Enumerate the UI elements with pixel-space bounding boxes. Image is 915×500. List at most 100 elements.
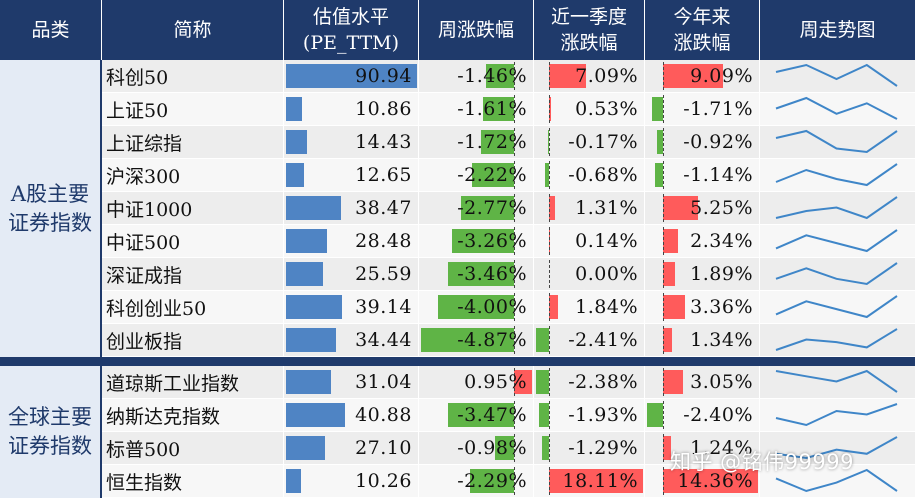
pe-bar [286,130,307,154]
ytd-value: -1.71% [683,98,753,120]
ytd-cell: 5.25% [645,192,760,224]
week-zero-axis [513,368,515,396]
header-trend: 周走势图 [760,0,915,60]
week-cell: 0.95% [419,366,534,398]
trend-line [775,196,898,220]
ytd-bar [662,328,672,352]
week-value: -1.46% [457,65,527,87]
quarter-zero-axis [548,161,550,189]
pe-value: 14.43 [355,131,412,153]
trend-line [775,369,898,393]
ytd-bar [651,97,663,121]
ytd-bar [662,436,672,460]
header-category: 品类 [0,0,102,60]
week-value: -3.46% [457,263,527,285]
week-value: -3.26% [457,230,527,252]
week-bar [421,328,514,352]
pe-cell: 10.26 [284,465,419,497]
quarter-cell: 1.31% [534,192,645,224]
pe-value: 40.88 [355,404,412,426]
pe-bar [286,229,328,253]
table-row: 道琼斯工业指数 31.04 0.95% -2.38% 3.05% [102,366,915,399]
header-week: 周涨跌幅 [419,0,534,60]
week-value: -1.72% [457,131,527,153]
header-pe-line1: 估值水平 [312,6,389,28]
trend-cell [760,465,915,497]
pe-cell: 31.04 [284,366,419,398]
header-week-label: 周涨跌幅 [437,19,514,41]
week-bar [461,196,514,220]
ytd-cell: 14.36% [645,465,760,497]
pe-cell: 10.86 [284,93,419,125]
quarter-zero-axis [548,62,550,90]
quarter-cell: -2.41% [534,324,645,356]
ytd-value: -2.40% [683,404,753,426]
week-value: -2.29% [457,470,527,492]
quarter-bar [538,403,549,427]
week-cell: -4.00% [419,291,534,323]
quarter-cell: -2.38% [534,366,645,398]
week-zero-axis [513,260,515,288]
trend-cell [760,225,915,257]
index-name: 上证综指 [102,126,284,158]
trend-line [775,328,898,351]
quarter-zero-axis [548,293,550,321]
quarter-zero-axis [548,326,550,354]
ytd-zero-axis [662,434,664,462]
pe-cell: 25.59 [284,258,419,290]
quarter-value: -0.68% [568,164,638,186]
pe-value: 10.86 [355,98,412,120]
ytd-value: 14.36% [677,470,753,492]
pe-cell: 39.14 [284,291,419,323]
table-row: 纳斯达克指数 40.88 -3.47% -1.93% -2.40% [102,399,915,432]
week-bar [495,436,514,460]
week-zero-axis [513,62,515,90]
quarter-cell: 0.53% [534,93,645,125]
ytd-bar [662,196,698,220]
pe-cell: 34.44 [284,324,419,356]
week-bar [437,295,514,319]
week-zero-axis [513,194,515,222]
trend-sparkline [775,403,898,427]
week-zero-axis [513,95,515,123]
trend-sparkline [775,436,898,460]
quarter-bar [536,328,549,352]
ytd-value: 1.24% [690,437,753,459]
pe-cell: 14.43 [284,126,419,158]
quarter-value: -1.29% [568,437,638,459]
trend-sparkline [775,163,898,187]
trend-cell [760,258,915,290]
pe-value: 31.04 [355,371,412,393]
pe-bar [286,196,342,220]
ytd-zero-axis [662,326,664,354]
quarter-value: 18.11% [562,470,638,492]
quarter-value: 0.14% [575,230,638,252]
ytd-value: 1.89% [690,263,753,285]
quarter-value: -2.41% [568,329,638,351]
trend-cell [760,366,915,398]
quarter-cell: -0.17% [534,126,645,158]
ytd-value: -1.14% [683,164,753,186]
week-bar [470,469,514,493]
week-value: -2.77% [457,197,527,219]
quarter-zero-axis [548,95,550,123]
trend-line [775,468,898,493]
index-name: 标普500 [102,432,284,464]
ytd-zero-axis [662,293,664,321]
quarter-zero-axis [548,227,550,255]
week-bar [451,229,514,253]
week-bar [483,97,514,121]
pe-value: 90.94 [355,65,412,87]
ytd-cell: 1.24% [645,432,760,464]
quarter-zero-axis [548,368,550,396]
header-pe: 估值水平 (PE_TTM) [284,0,419,60]
week-value: -0.98% [457,437,527,459]
pe-value: 38.47 [355,197,412,219]
table-row: 上证综指 14.43 -1.72% -0.17% -0.92% [102,126,915,159]
trend-cell [760,432,915,464]
index-name: 道琼斯工业指数 [102,366,284,398]
header-name-label: 简称 [173,19,212,41]
table-row: 中证1000 38.47 -2.77% 1.31% 5.25% [102,192,915,225]
ytd-cell: -2.40% [645,399,760,431]
week-zero-axis [513,467,515,495]
